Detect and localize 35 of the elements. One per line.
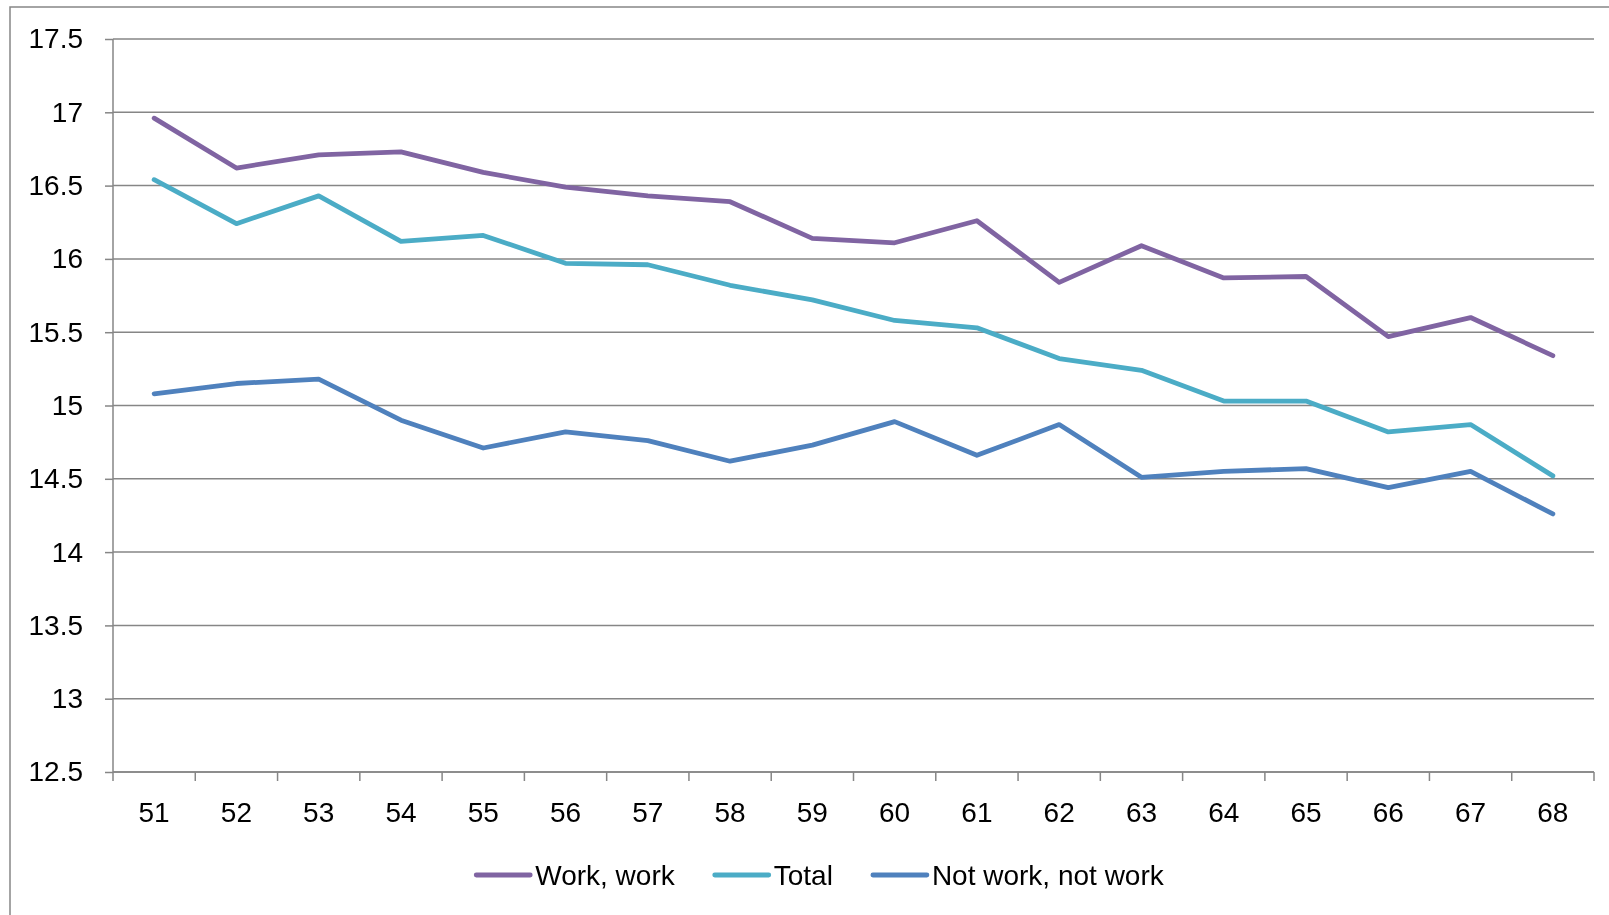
- y-tick-label: 16.5: [28, 170, 83, 202]
- x-tick-label: 63: [1125, 796, 1158, 828]
- y-tick-label: 17: [51, 96, 83, 128]
- x-tick-label: 51: [138, 796, 170, 828]
- y-tick-label: 14: [51, 536, 83, 568]
- x-tick-label: 64: [1208, 796, 1240, 828]
- x-tick-label: 67: [1455, 796, 1487, 828]
- line-series: [151, 177, 1556, 479]
- y-tick-label: 13: [51, 683, 83, 715]
- x-tick-label: 62: [1043, 796, 1075, 828]
- legend-label: Not work, not work: [931, 859, 1165, 891]
- x-tick-label: 68: [1537, 796, 1569, 828]
- x-tick-label: 53: [303, 796, 335, 828]
- y-tick-label: 17.5: [28, 23, 83, 55]
- x-tick-label: 52: [220, 796, 252, 828]
- y-tick-label: 16: [51, 243, 83, 275]
- y-tick-label: 15.5: [28, 316, 83, 348]
- x-tick-label: 65: [1290, 796, 1322, 828]
- legend-label: Total: [773, 859, 833, 891]
- x-tick-label: 55: [467, 796, 499, 828]
- x-tick-label: 61: [961, 796, 993, 828]
- line-series: [151, 376, 1556, 517]
- x-tick-label: 58: [714, 796, 746, 828]
- y-tick-label: 13.5: [28, 609, 83, 641]
- x-tick-label: 59: [796, 796, 828, 828]
- line-series: [151, 115, 1556, 359]
- x-tick-label: 66: [1372, 796, 1404, 828]
- x-tick-label: 60: [879, 796, 911, 828]
- x-tick-label: 57: [632, 796, 664, 828]
- y-tick-label: 12.5: [28, 756, 83, 788]
- legend-label: Work, work: [535, 859, 676, 891]
- y-tick-label: 14.5: [28, 463, 83, 495]
- x-tick-label: 54: [385, 796, 417, 828]
- y-tick-label: 15: [51, 389, 83, 421]
- x-tick-label: 56: [549, 796, 582, 828]
